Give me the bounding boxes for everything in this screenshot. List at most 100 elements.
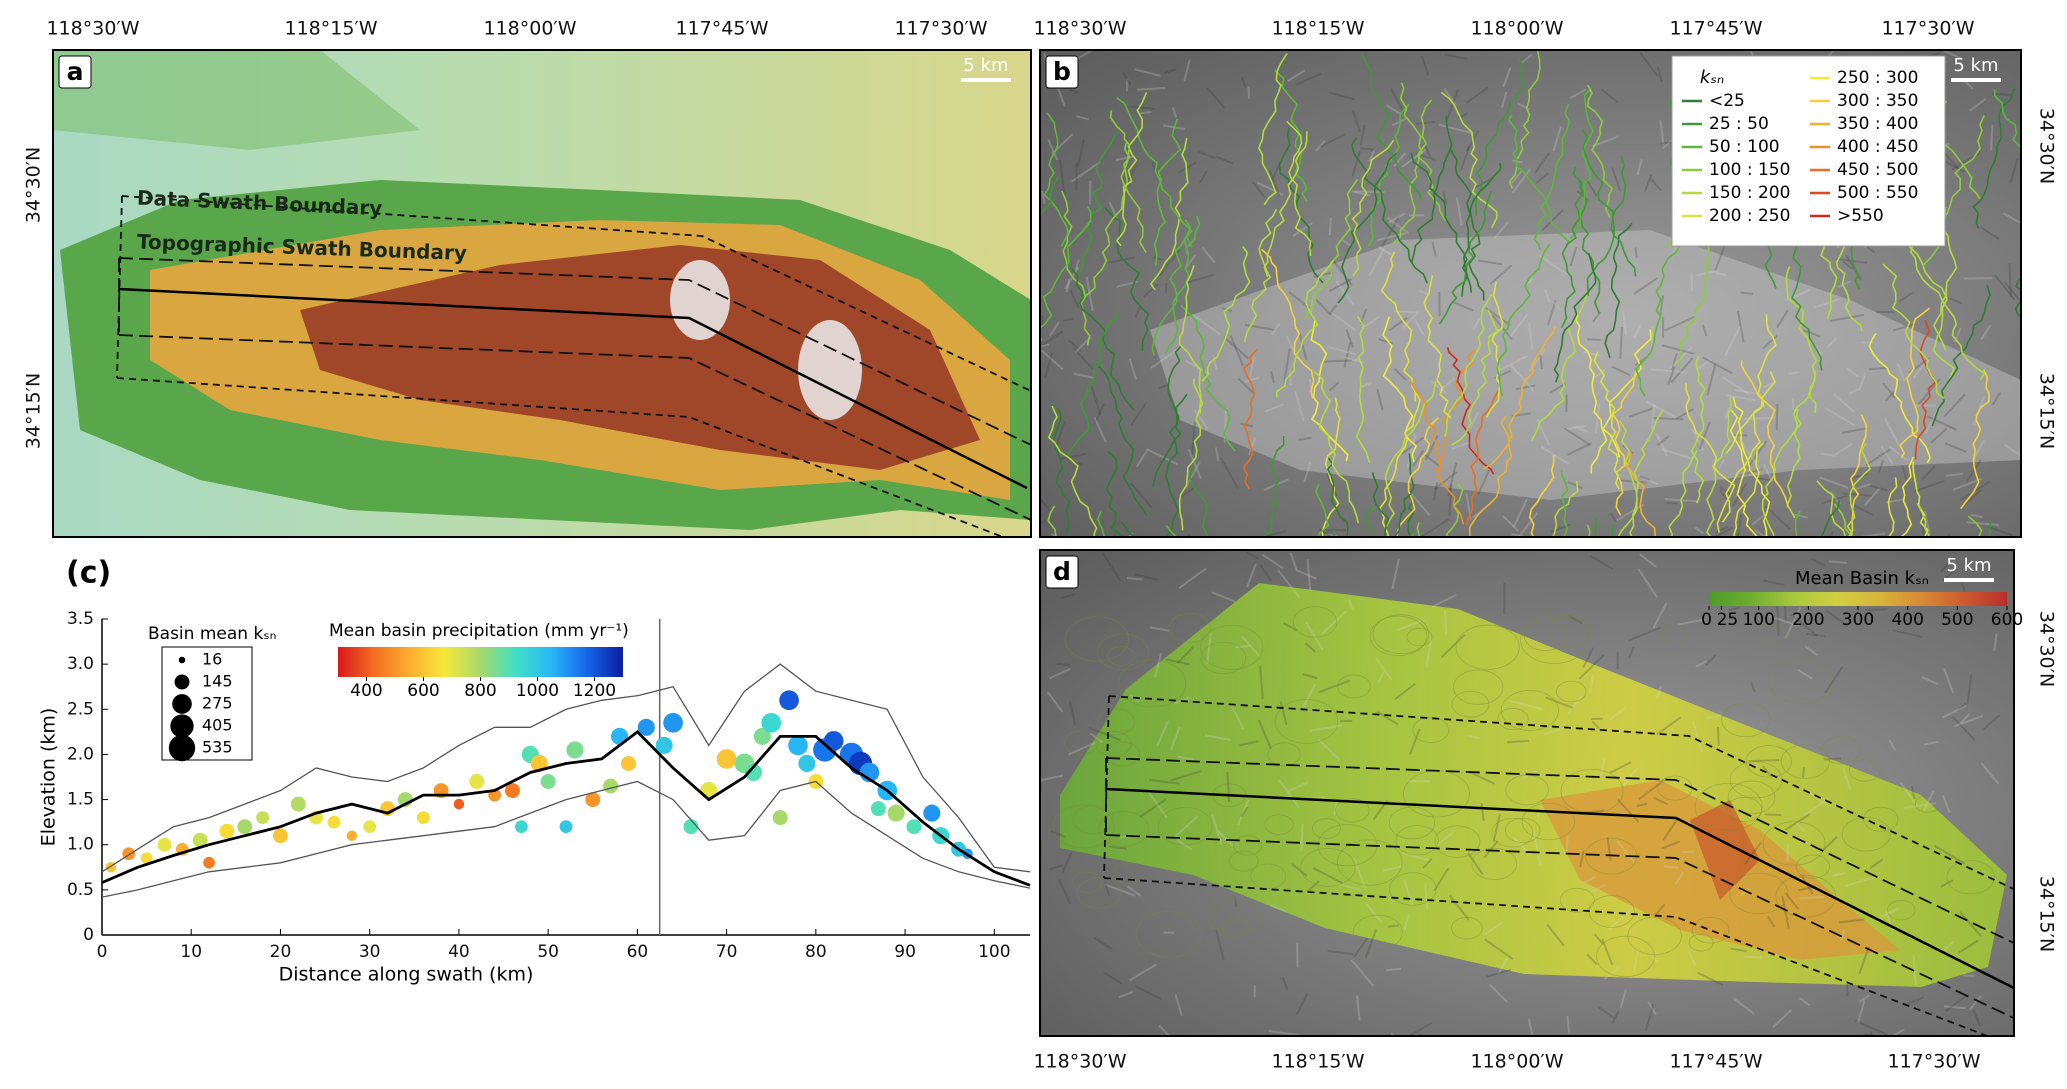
hillshade	[1386, 217, 1410, 234]
hillshade	[1951, 715, 1976, 741]
colorbar-tick-label: 800	[464, 681, 496, 701]
x-tick-label: 50	[537, 942, 559, 962]
hillshade	[1058, 879, 1071, 905]
hillshade	[1056, 662, 1071, 666]
hillshade	[1506, 739, 1529, 744]
stream	[1507, 114, 1570, 248]
hillshade	[1776, 309, 1789, 329]
hillshade	[1669, 346, 1693, 370]
hillshade	[1748, 759, 1780, 763]
hillshade	[1990, 124, 1994, 151]
basin-outline	[1694, 782, 1763, 831]
hillshade	[1295, 569, 1318, 580]
hillshade	[1300, 824, 1304, 852]
hillshade	[1821, 494, 1848, 505]
colorbar-title: Mean basin precipitation (mm yr⁻¹)	[329, 621, 629, 641]
stream	[1164, 215, 1201, 354]
longitude-label: 118°30′W	[1033, 18, 1126, 40]
hillshade	[1184, 254, 1197, 270]
basin-point	[823, 731, 844, 751]
hillshade	[1270, 322, 1281, 336]
hillshade	[1201, 246, 1216, 264]
hillshade	[1664, 315, 1695, 332]
hillshade	[1085, 276, 1094, 311]
legend-label: 150 : 200	[1709, 183, 1790, 203]
hillshade	[1715, 271, 1727, 277]
basins	[1690, 800, 1760, 900]
size-legend-marker	[172, 694, 192, 714]
stream	[1468, 162, 1502, 301]
hillshade	[1960, 480, 1990, 501]
basin-point	[870, 801, 886, 817]
longitude-label: 118°00′W	[483, 18, 576, 40]
terrain	[53, 50, 420, 150]
hillshade	[1801, 767, 1805, 778]
hillshade	[1445, 89, 1459, 122]
hillshade	[1799, 895, 1824, 900]
stream	[1668, 450, 1698, 537]
hillshade	[1541, 209, 1564, 232]
stream	[1382, 316, 1418, 463]
hillshade	[1609, 761, 1632, 774]
hillshade	[1103, 881, 1111, 897]
basin-outline	[1451, 916, 1483, 940]
hillshade	[1740, 441, 1762, 472]
hillshade	[1628, 407, 1653, 418]
hillshade	[1566, 1015, 1571, 1034]
hillshade	[1564, 424, 1587, 431]
colorbar-tick-label: 1000	[516, 681, 559, 701]
hillshade	[1569, 88, 1587, 99]
basin-outline	[1096, 708, 1136, 736]
colorbar-tick-label: 1200	[573, 681, 616, 701]
hillshade	[1731, 482, 1748, 508]
hillshade	[1968, 995, 1982, 1011]
basin-point	[663, 713, 683, 733]
hillshade	[1424, 454, 1442, 469]
elevation-profile	[101, 730, 1031, 887]
hillshade	[1393, 682, 1416, 701]
hillshade	[1492, 814, 1501, 843]
stream	[1151, 219, 1192, 356]
hillshade	[1059, 159, 1066, 195]
stream	[1916, 502, 1931, 537]
hillshade	[1204, 734, 1232, 742]
hillshade	[1364, 901, 1383, 924]
hillshade	[1930, 427, 1948, 444]
hillshade	[1174, 994, 1183, 1017]
basin-point	[327, 815, 341, 829]
hillshade	[1240, 422, 1254, 428]
hillshade	[1388, 212, 1406, 224]
basin-outline	[1104, 741, 1140, 767]
hillshade	[1140, 111, 1152, 115]
hillshade	[1622, 310, 1627, 335]
hillshade	[1485, 307, 1511, 327]
hillshade	[1415, 120, 1436, 125]
hillshade	[1923, 510, 1931, 536]
hillshade	[1706, 363, 1717, 396]
hillshade	[1368, 150, 1376, 163]
stream	[1533, 103, 1571, 251]
hillshade	[1767, 614, 1800, 628]
stream	[1740, 360, 1790, 508]
hillshade	[1892, 322, 1917, 332]
hillshade	[1763, 463, 1774, 482]
panel-label-box	[1045, 55, 1079, 89]
hillshade	[1451, 441, 1472, 450]
stream	[1164, 393, 1188, 537]
panel-label-box	[1045, 555, 1079, 589]
hillshade	[1724, 406, 1731, 420]
hillshade	[1126, 576, 1143, 581]
hillshade	[1401, 311, 1420, 329]
basin-outline	[1052, 804, 1115, 849]
hillshade	[1294, 391, 1305, 422]
hillshade	[1547, 300, 1557, 326]
hillshade	[1270, 370, 1275, 384]
basin-outline	[1292, 606, 1338, 638]
hillshade	[1220, 457, 1239, 489]
hillshade	[1799, 997, 1811, 1007]
legend-label: 450 : 500	[1837, 160, 1918, 180]
stream	[1040, 205, 1092, 342]
hillshade	[1619, 327, 1623, 359]
